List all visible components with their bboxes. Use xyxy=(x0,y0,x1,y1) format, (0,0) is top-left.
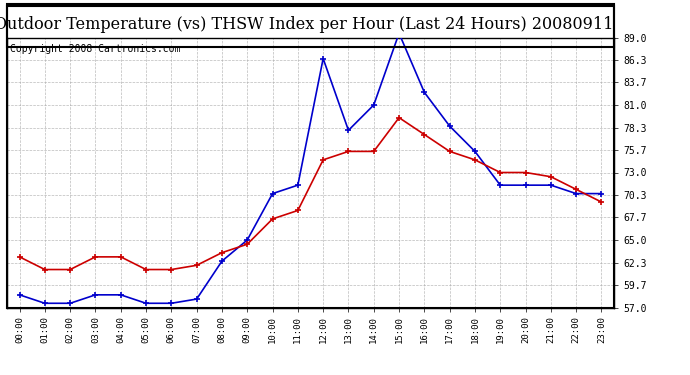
Text: Copyright 2008 Cartronics.com: Copyright 2008 Cartronics.com xyxy=(10,44,180,54)
Text: Outdoor Temperature (vs) THSW Index per Hour (Last 24 Hours) 20080911: Outdoor Temperature (vs) THSW Index per … xyxy=(0,16,613,33)
